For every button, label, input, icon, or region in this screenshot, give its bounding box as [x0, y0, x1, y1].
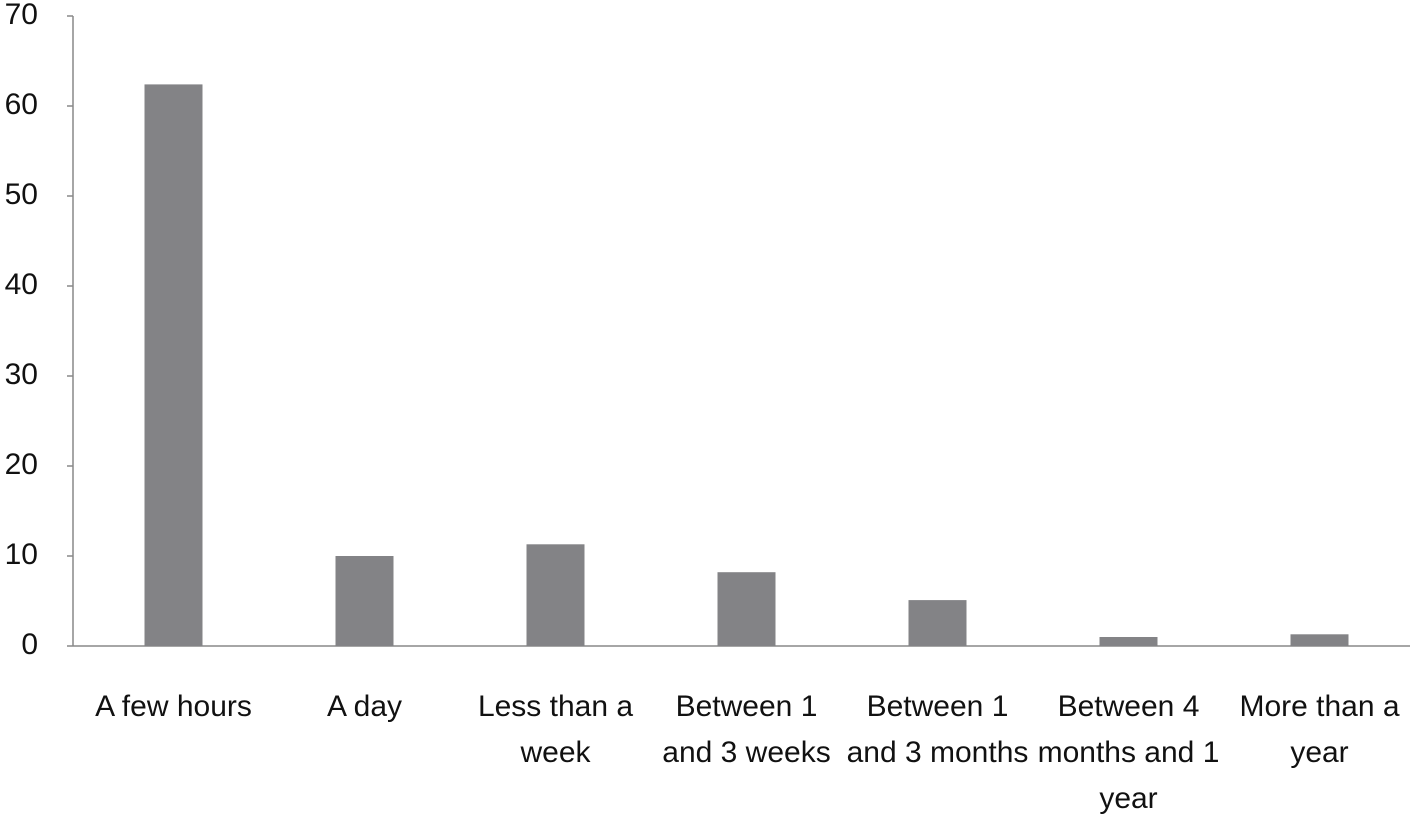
bar	[1290, 634, 1349, 646]
bar	[717, 572, 776, 646]
bar	[526, 544, 585, 646]
x-tick-label: A few hours	[95, 690, 252, 723]
y-tick-label: 40	[5, 268, 38, 301]
y-tick-label: 60	[5, 88, 38, 121]
y-tick-label: 30	[5, 358, 38, 391]
y-tick-label: 50	[5, 178, 38, 211]
x-tick-label: A day	[326, 690, 403, 723]
x-tick-label: Less than a week	[477, 690, 634, 769]
x-tick-label: More than a year	[1239, 690, 1400, 769]
y-tick-label: 20	[5, 448, 38, 481]
x-tick-label: Between 1 and 3 months	[846, 690, 1029, 769]
x-tick-label: Between 1 and 3 weeks	[662, 690, 831, 769]
bar	[908, 600, 967, 646]
y-tick-label: 0	[21, 628, 38, 661]
y-tick-label: 70	[5, 0, 38, 31]
x-tick-label: Between 4 months and 1 year	[1037, 690, 1220, 815]
bar	[144, 84, 203, 646]
y-tick-label: 10	[5, 538, 38, 571]
bar	[1099, 637, 1158, 646]
bar	[335, 556, 394, 646]
